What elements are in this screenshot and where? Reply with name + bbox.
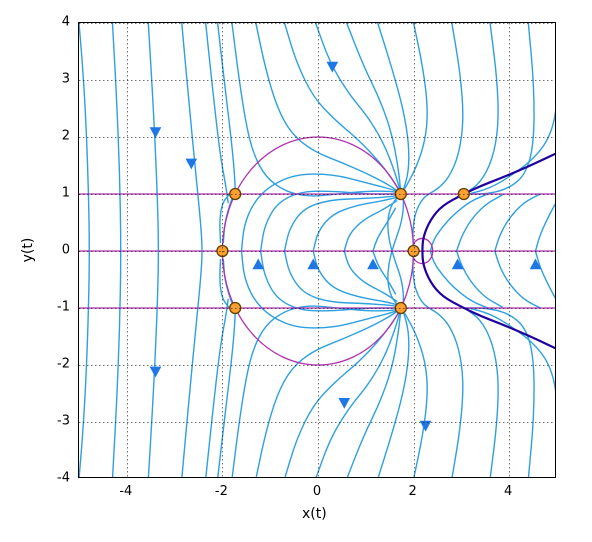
x-tick-label: 4 (504, 484, 512, 499)
streamline (256, 23, 399, 192)
y-tick-label: -1 (57, 300, 70, 315)
streamline (344, 201, 397, 251)
y-tick-label: 4 (62, 15, 70, 30)
flow-arrow (150, 367, 162, 378)
streamline (495, 194, 540, 251)
flow-arrow (326, 62, 338, 73)
streamline (466, 309, 498, 478)
y-tick-label: -4 (57, 471, 70, 486)
streamline (469, 69, 556, 194)
phase-portrait-figure: x(t) y(t) -4 -2 0 2 4 -4 -3 -2 -1 0 1 2 3 4 (0, 0, 592, 542)
flow-arrow (338, 398, 350, 409)
streamline (206, 23, 228, 203)
streamline (373, 208, 395, 251)
y-axis-label: y(t) (20, 238, 36, 263)
x-tick-label: 2 (408, 484, 416, 499)
streamline (466, 23, 498, 193)
y-tick-label: -2 (57, 357, 70, 372)
x-tick-label: -2 (215, 484, 228, 499)
y-tick-label: 1 (62, 186, 70, 201)
streamline (457, 251, 502, 307)
y-tick-label: -3 (57, 414, 70, 429)
streamline (535, 201, 556, 251)
streamline (232, 306, 400, 478)
x-axis-label: x(t) (302, 506, 327, 522)
plot-area (78, 22, 556, 478)
x-tick-label: 0 (313, 484, 321, 499)
streamline (535, 251, 556, 301)
streamline (218, 23, 236, 191)
streamline (457, 195, 502, 251)
streamline (285, 251, 401, 307)
streamline (344, 251, 397, 301)
streamline (285, 195, 401, 251)
streamline (316, 311, 401, 478)
streamline (218, 311, 236, 478)
streamline (232, 23, 400, 196)
streamline (469, 308, 556, 433)
x-tick-label: -4 (119, 484, 132, 499)
y-tick-label: 3 (62, 72, 70, 87)
streamline (495, 251, 540, 308)
streamline (373, 251, 395, 294)
streamline (316, 23, 401, 191)
y-tick-label: 2 (62, 129, 70, 144)
y-tick-label: 0 (62, 243, 70, 258)
streamline (256, 310, 399, 478)
streamline (206, 299, 228, 478)
